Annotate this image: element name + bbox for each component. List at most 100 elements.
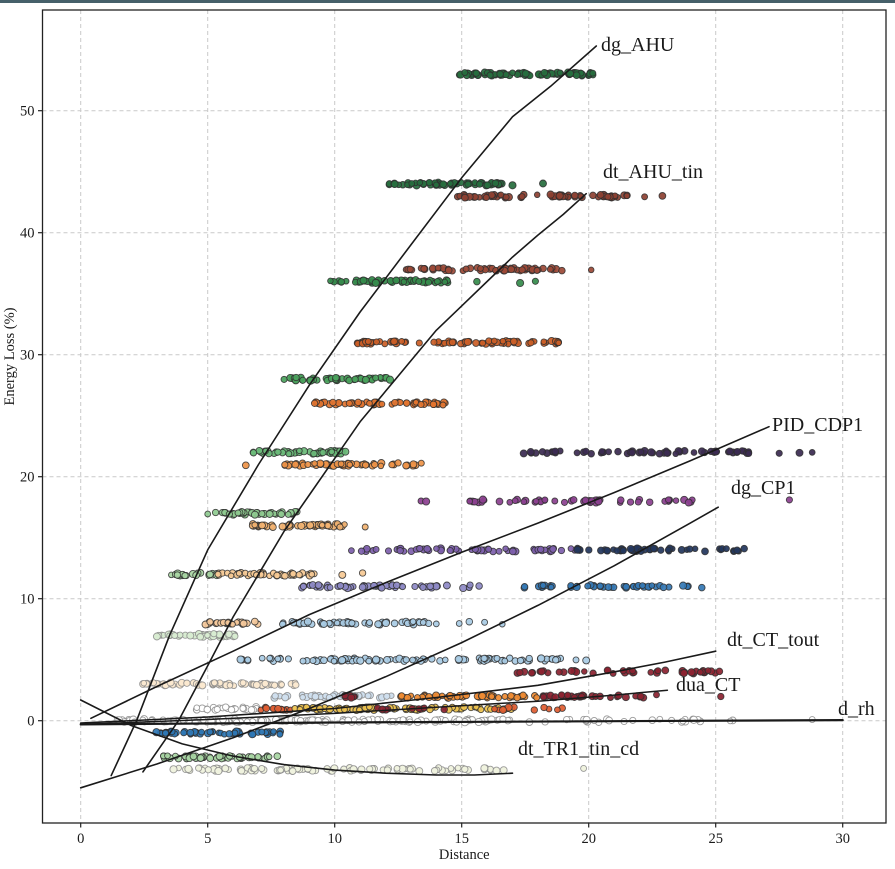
scatter-dot [204, 632, 211, 639]
scatter-dot [808, 449, 816, 456]
scatter-dot [447, 180, 454, 187]
scatter-dot [520, 583, 529, 591]
scatter-dot [234, 509, 242, 517]
scatter-dot [198, 681, 207, 690]
scatter-dot [506, 498, 514, 506]
scatter-dot [419, 583, 427, 591]
scatter-dot [356, 656, 365, 665]
scatter-dot [239, 704, 247, 712]
scatter-dot [491, 179, 500, 187]
series-label-dt_AHU_tin: dt_AHU_tin [603, 161, 703, 183]
scatter-dot [319, 448, 327, 457]
scatter-dot [491, 705, 498, 713]
scatter-dot [432, 620, 440, 628]
scatter-dot [221, 764, 230, 773]
scatter-dot [326, 584, 334, 591]
scatter-dot [538, 448, 547, 456]
scatter-dot [338, 656, 347, 665]
scatter-dot [539, 582, 547, 589]
scatter-dot [466, 497, 474, 505]
scatter-dot [464, 180, 472, 188]
scatter-dot [277, 766, 284, 774]
scatter-dot [338, 570, 347, 579]
scatter-dot [359, 276, 368, 285]
scatter-dot [499, 706, 507, 714]
scatter-dot [332, 373, 340, 382]
scatter-dot [171, 632, 179, 640]
scatter-dot [409, 618, 417, 625]
scatter-dot [552, 656, 560, 664]
scatter-dot [587, 266, 595, 274]
scatter-dot [665, 496, 672, 504]
scatter-dot [258, 654, 266, 662]
scatter-dot [336, 582, 345, 590]
x-tick-label: 25 [708, 831, 723, 847]
scatter-dot [527, 339, 535, 347]
scatter-dot [299, 694, 306, 701]
scatter-dot [324, 521, 332, 530]
scatter-dot [402, 656, 410, 664]
scatter-dot [274, 704, 282, 713]
scatter-dot [664, 546, 672, 554]
scatter-dot [493, 654, 501, 662]
scatter-dot [429, 400, 438, 409]
scatter-dot [502, 71, 510, 79]
scatter-dot [507, 692, 515, 700]
scatter-dot [537, 654, 546, 663]
scatter-dot [189, 752, 198, 761]
scatter-dot [310, 449, 318, 458]
scatter-dot [441, 278, 449, 286]
scatter-dot [419, 619, 427, 626]
scatter-dot [686, 545, 694, 553]
scatter-dot [273, 752, 282, 761]
scatter-dot [266, 654, 274, 662]
scatter-dot [501, 693, 509, 700]
scatter-dot [507, 265, 516, 274]
scatter-dot [653, 691, 660, 699]
scatter-dot [372, 655, 381, 664]
scatter-dot [354, 398, 362, 407]
scatter-dot [214, 570, 222, 578]
scatter-dot [726, 447, 734, 456]
scatter-dot [537, 545, 545, 554]
scatter-dot [328, 448, 336, 456]
scatter-dot [252, 681, 261, 689]
scatter-dot [318, 521, 326, 529]
scatter-dot [206, 618, 214, 626]
scatter-dot [225, 730, 234, 738]
scatter-dot [584, 582, 592, 590]
scatter-dot [623, 192, 631, 200]
scatter-dot [619, 547, 627, 555]
scatter-dot [622, 583, 630, 591]
scatter-dot [717, 692, 725, 701]
scatter-dot [495, 547, 503, 555]
scatter-dot [391, 398, 399, 407]
scatter-dot [271, 692, 279, 700]
scatter-dot [292, 681, 300, 689]
scatter-dot [551, 447, 559, 456]
fit-curve-PID_CDP1 [90, 425, 770, 720]
scatter-dot [265, 753, 273, 761]
scatter-dot [572, 656, 580, 664]
scatter-dot [204, 766, 212, 774]
scatter-dot [647, 448, 656, 457]
scatter-dot [696, 668, 704, 676]
scatter-dot [265, 510, 274, 518]
scatter-dot [546, 265, 554, 273]
scatter-dot [281, 572, 289, 580]
scatter-dot [698, 583, 706, 592]
scatter-dot [384, 547, 393, 555]
scatter-dot [299, 657, 307, 665]
scatter-dot [180, 729, 188, 737]
scatter-dot [519, 449, 528, 458]
scatter-dot [585, 546, 593, 554]
scatter-dot [661, 666, 670, 675]
scatter-dot [511, 497, 519, 505]
scatter-dot [509, 69, 516, 77]
scatter-dot [433, 181, 440, 189]
scatter-dot [539, 693, 548, 701]
scatter-dot [280, 375, 288, 383]
scatter-dot [596, 191, 605, 199]
